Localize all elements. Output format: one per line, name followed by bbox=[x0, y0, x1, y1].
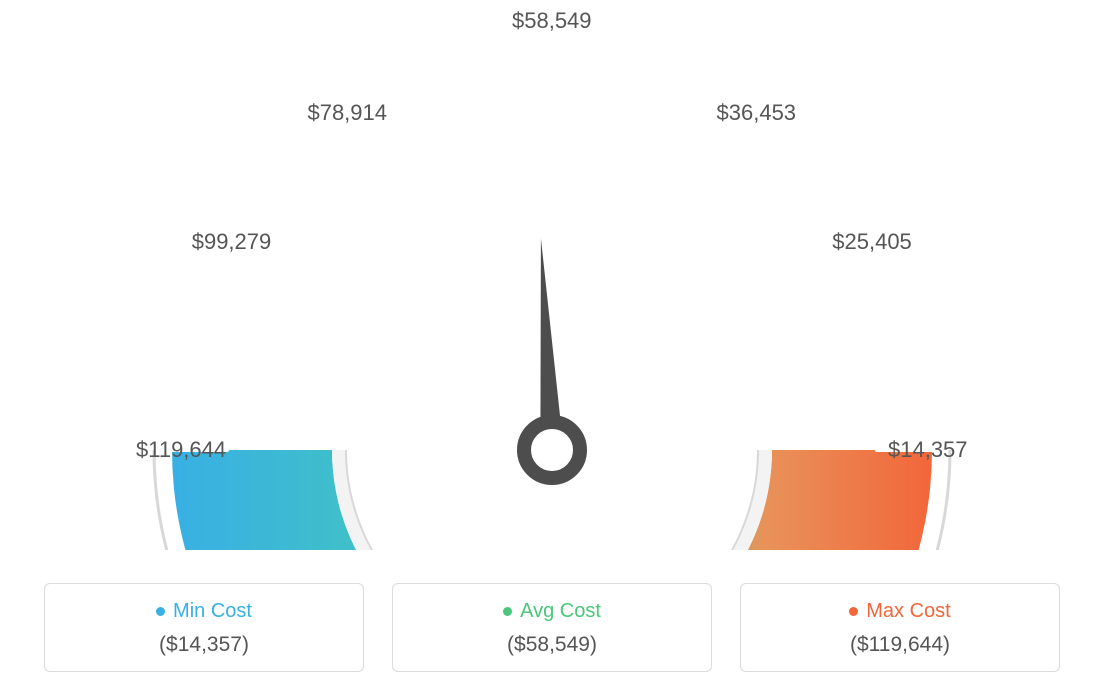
gauge-tick-label: $99,279 bbox=[192, 229, 272, 255]
legend-title-avg: Avg Cost bbox=[503, 600, 601, 623]
gauge-chart: $14,357 $25,405 $36,453 $58,549 $78,914 $99,2… bbox=[0, 0, 1104, 560]
gauge-tick-label: $36,453 bbox=[717, 100, 797, 126]
gauge-tick-label: $25,405 bbox=[832, 229, 912, 255]
legend-title-max: Max Cost bbox=[849, 600, 950, 623]
legend-title-text: Avg Cost bbox=[520, 600, 601, 623]
legend-value-avg: ($58,549) bbox=[403, 633, 701, 657]
gauge-tick-label: $78,914 bbox=[307, 100, 387, 126]
gauge-tick-label: $58,549 bbox=[512, 8, 592, 34]
gauge-tick-label: $119,644 bbox=[136, 437, 226, 463]
legend-card-min: Min Cost ($14,357) bbox=[44, 583, 364, 672]
legend-title-text: Max Cost bbox=[866, 600, 950, 623]
dot-icon bbox=[156, 607, 165, 616]
gauge-tick-label: $14,357 bbox=[888, 437, 968, 463]
legend-card-max: Max Cost ($119,644) bbox=[740, 583, 1060, 672]
legend-card-avg: Avg Cost ($58,549) bbox=[392, 583, 712, 672]
legend-value-min: ($14,357) bbox=[55, 633, 353, 657]
legend-title-text: Min Cost bbox=[173, 600, 252, 623]
gauge-svg bbox=[122, 30, 982, 550]
legend-row: Min Cost ($14,357) Avg Cost ($58,549) Ma… bbox=[0, 583, 1104, 672]
legend-title-min: Min Cost bbox=[156, 600, 252, 623]
dot-icon bbox=[503, 607, 512, 616]
legend-value-max: ($119,644) bbox=[751, 633, 1049, 657]
dot-icon bbox=[849, 607, 858, 616]
